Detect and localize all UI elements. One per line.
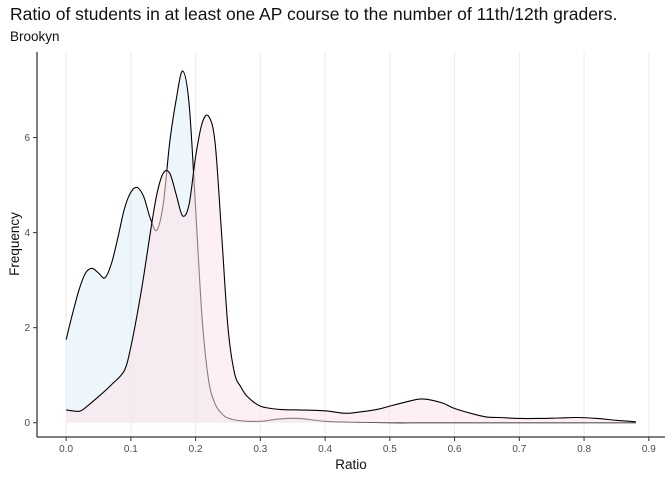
x-tick-label-2: 0.2	[189, 444, 203, 455]
y-tick-label-3: 6	[24, 133, 30, 144]
x-tick-label-0: 0.0	[59, 444, 73, 455]
x-tick-label-4: 0.4	[318, 444, 332, 455]
y-ticks: 0 2 4 6	[24, 133, 37, 429]
chart-subtitle: Brookyn	[10, 29, 60, 44]
x-tick-label-6: 0.6	[448, 444, 462, 455]
density-areas	[65, 70, 636, 424]
density-line-1	[66, 114, 636, 423]
density-fill-1	[66, 114, 636, 423]
x-tick-label-3: 0.3	[253, 444, 267, 455]
x-tick-label-1: 0.1	[124, 444, 138, 455]
x-tick-label-9: 0.9	[642, 444, 656, 455]
x-ticks: 0.0 0.1 0.2 0.3 0.4 0.5 0.6 0.7 0.8 0.9	[59, 437, 656, 455]
x-tick-label-5: 0.5	[383, 444, 397, 455]
y-axis-title: Frequency	[7, 212, 22, 276]
y-tick-label-0: 0	[24, 418, 30, 429]
y-tick-label-1: 2	[24, 323, 30, 334]
axes	[36, 52, 665, 438]
x-tick-label-7: 0.7	[512, 444, 526, 455]
x-tick-label-8: 0.8	[577, 444, 591, 455]
x-axis-title: Ratio	[335, 457, 367, 472]
y-tick-label-2: 4	[24, 228, 30, 239]
chart-title: Ratio of students in at least one AP cou…	[10, 4, 618, 24]
